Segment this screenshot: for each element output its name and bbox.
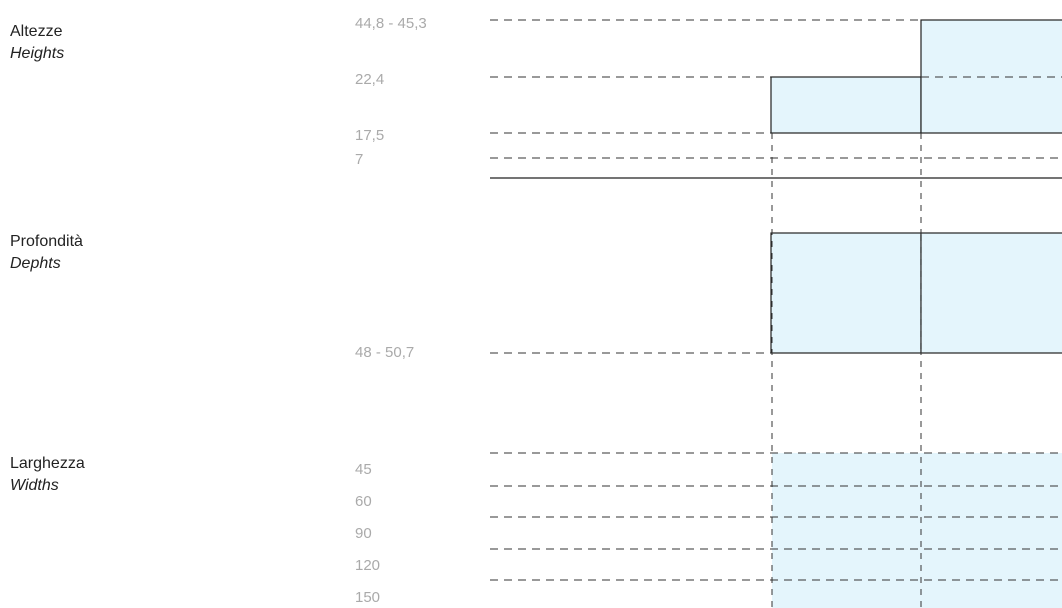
depth-box-left	[770, 232, 922, 354]
dimension-label: 7	[355, 151, 363, 168]
dimension-label: 150	[355, 589, 380, 606]
section-subtitle: Dephts	[10, 255, 61, 272]
section-subtitle: Widths	[10, 477, 59, 494]
dimension-label: 44,8 - 45,3	[355, 15, 427, 32]
dimension-label: 48 - 50,7	[355, 344, 414, 361]
dimension-label: 45	[355, 461, 372, 478]
dimension-label: 17,5	[355, 127, 384, 144]
dimension-label: 90	[355, 525, 372, 542]
dimension-label: 60	[355, 493, 372, 510]
height-box-small	[770, 76, 922, 134]
section-title: Larghezza	[10, 455, 85, 472]
width-area	[772, 453, 1062, 608]
section-title: Profondità	[10, 233, 83, 250]
section-title: Altezze	[10, 23, 63, 40]
depth-box-right	[920, 232, 1062, 354]
dimension-label: 22,4	[355, 71, 384, 88]
section-subtitle: Heights	[10, 45, 64, 62]
dimension-label: 120	[355, 557, 380, 574]
